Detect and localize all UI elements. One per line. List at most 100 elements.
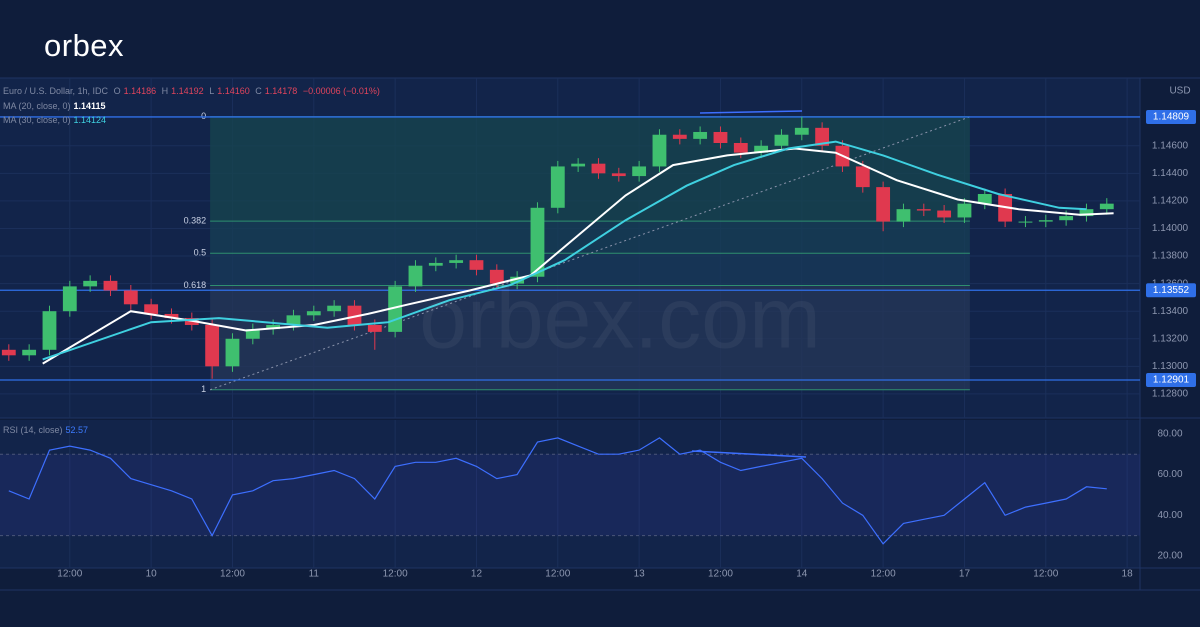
ohlc-key: L: [209, 86, 215, 96]
candle-body: [876, 187, 891, 222]
candle-body: [510, 276, 525, 284]
candle-body: [408, 265, 423, 287]
candle-body: [591, 163, 606, 174]
candle-body: [306, 311, 321, 316]
candle-body: [327, 305, 342, 312]
y-tick-label: 1.13400: [1152, 306, 1189, 317]
candle-body: [123, 290, 138, 305]
candle-body: [225, 338, 240, 367]
candle-body: [103, 280, 118, 291]
fib-label: 0.5: [194, 248, 207, 258]
candle-body: [245, 329, 260, 339]
candle-body: [347, 305, 362, 325]
x-tick-label: 13: [634, 569, 646, 580]
candle-body: [957, 203, 972, 218]
y-tick-label: 1.13200: [1152, 333, 1189, 344]
level-tag: [1146, 372, 1196, 387]
candle-body: [286, 315, 301, 325]
candle-body: [266, 324, 281, 330]
candle-body: [652, 134, 667, 167]
candle-body: [550, 166, 565, 208]
divergence-line: [691, 450, 807, 458]
candle-body: [62, 286, 77, 312]
watermark: orbex.com: [419, 271, 821, 367]
candle-body: [428, 262, 443, 266]
ma-line: [42, 140, 1087, 361]
candle-body: [1079, 209, 1094, 217]
plot-layer: 0 0.382 0.5 0.618 1: [0, 78, 1140, 568]
fib-zone: [210, 285, 970, 390]
ohlc-value: 1.14186: [123, 86, 157, 96]
candle-body: [1059, 216, 1074, 221]
level-tag: [1146, 283, 1196, 298]
candle-body: [774, 134, 789, 146]
ohlc-value: 1.14178: [264, 86, 298, 96]
x-tick-label: 10: [146, 569, 158, 580]
y-tick-label: 1.14600: [1152, 140, 1189, 151]
candle-body: [530, 207, 545, 277]
level-label: 1.12901: [1153, 375, 1190, 386]
candle-body: [1099, 203, 1114, 210]
fib-label: 1: [201, 384, 206, 394]
candle-body: [815, 127, 830, 146]
fib-zone: [210, 116, 970, 222]
x-tick-label: 12:00: [871, 569, 896, 580]
ohlc-value: 1.14192: [171, 86, 204, 96]
candle-body: [713, 131, 728, 144]
candle-body: [632, 166, 647, 177]
legend-name: RSI (14, close): [3, 425, 63, 435]
x-tick-label: 17: [959, 569, 971, 580]
x-tick-label: 12: [471, 569, 483, 580]
x-tick-label: 12:00: [1033, 569, 1058, 580]
candle-body: [571, 163, 586, 167]
x-tick-label: 18: [1122, 569, 1134, 580]
logo: orbex: [44, 28, 125, 63]
y-tick-label: 1.14000: [1152, 223, 1189, 234]
ma-legend: MA (20, close, 0) 1.14115: [3, 100, 109, 112]
candle-body: [937, 210, 952, 218]
symbol-legend: Euro / U.S. Dollar, 1h, IDC O 1.14186 H 1.…: [3, 85, 383, 97]
ohlc-key: H: [161, 86, 169, 96]
candle-body: [469, 260, 484, 270]
rsi-band: [0, 454, 1140, 536]
y-tick-label: 1.13000: [1152, 361, 1189, 372]
ma-legend: MA (30, close, 0) 1.14124: [3, 114, 109, 126]
candle-body: [1, 349, 16, 356]
candle-body: [1018, 221, 1033, 223]
candle-body: [693, 131, 708, 139]
candle-body: [754, 145, 769, 153]
divergence-line: [699, 110, 803, 114]
candle-body: [144, 304, 159, 314]
candle-body: [611, 173, 626, 177]
ohlc-key: C: [255, 86, 262, 96]
candle-body: [672, 134, 687, 139]
candle-body: [42, 311, 57, 350]
candle-body: [977, 194, 992, 204]
legend-name: MA (30, close, 0): [3, 115, 71, 125]
candle-body: [733, 143, 748, 153]
fib-label: 0: [201, 111, 206, 121]
candle-body: [22, 349, 37, 356]
x-tick-label: 12:00: [383, 569, 408, 580]
candle-body: [449, 260, 464, 263]
candle-body: [83, 280, 98, 287]
y-tick-label: 1.14200: [1152, 196, 1189, 207]
candle-body: [855, 166, 870, 188]
x-tick-label: 12:00: [220, 569, 245, 580]
candle-body: [916, 209, 931, 211]
ohlc-key: O: [113, 86, 121, 96]
fib-zone: [210, 253, 970, 286]
level-label: 1.13552: [1153, 285, 1190, 296]
legend-value: 52.57: [65, 425, 89, 435]
rsi-line: [8, 437, 1107, 545]
level-tag: [1146, 109, 1196, 124]
y-tick-label: 1.13800: [1152, 251, 1189, 262]
candle-body: [205, 324, 220, 367]
rsi-legend: RSI (14, close) 52.57: [3, 424, 91, 436]
candle-body: [794, 127, 809, 135]
legend-name: MA (20, close, 0): [3, 101, 71, 111]
x-tick-label: 14: [796, 569, 808, 580]
candle-body: [164, 313, 179, 319]
y-tick-label: 20.00: [1157, 551, 1182, 562]
